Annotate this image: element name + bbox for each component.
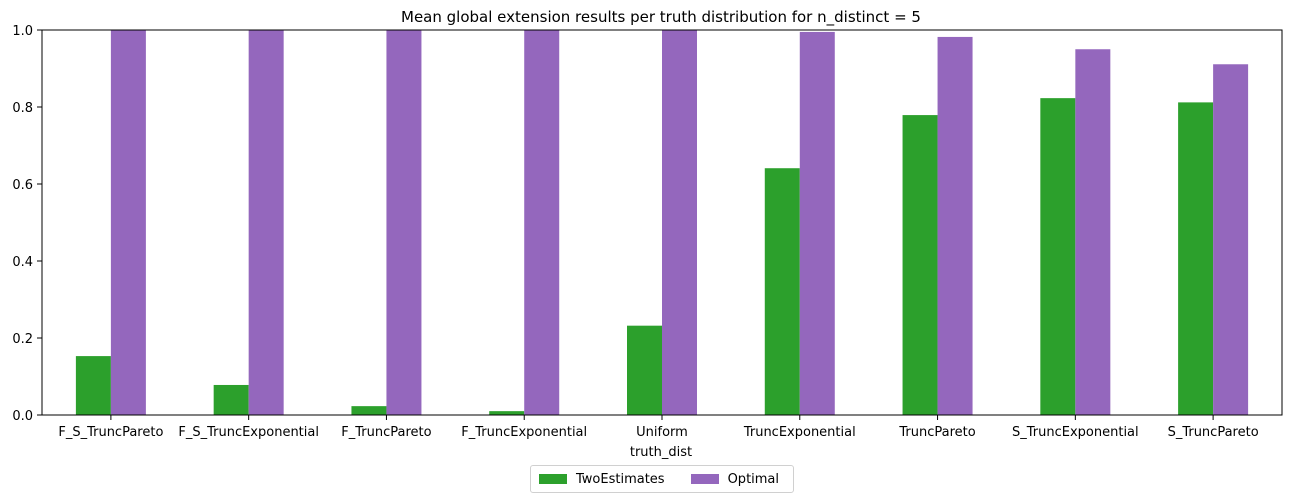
bar-optimal-1 (248, 30, 284, 415)
y-tick-label: 0.6 (12, 178, 33, 193)
x-tick-label: S_TruncPareto (1168, 425, 1259, 440)
bar-optimal-4 (662, 30, 697, 415)
bar-twoestimates-0 (75, 356, 111, 415)
y-tick-label: 0.0 (12, 409, 33, 424)
y-tick-label: 1.0 (12, 24, 33, 39)
bar-optimal-8 (1213, 64, 1249, 415)
x-tick-label: F_S_TruncPareto (58, 425, 163, 440)
bar-optimal-0 (110, 30, 146, 415)
bar-twoestimates-7 (1040, 98, 1076, 416)
y-tick-label: 0.8 (12, 101, 33, 116)
bar-optimal-2 (386, 30, 422, 415)
bar-optimal-6 (937, 36, 973, 416)
bar-twoestimates-5 (764, 168, 800, 415)
legend-label-optimal: Optimal (727, 471, 780, 487)
legend-item-optimal: Optimal (690, 471, 780, 487)
x-tick-label: Uniform (636, 425, 688, 440)
x-tick-label: S_TruncExponential (1012, 425, 1139, 440)
bar-twoestimates-6 (902, 115, 938, 416)
bar-optimal-7 (1075, 49, 1111, 415)
x-tick-label: TruncPareto (898, 425, 975, 440)
bar-optimal-5 (799, 31, 835, 416)
bar-twoestimates-4 (627, 325, 662, 415)
bar-twoestimates-8 (1178, 102, 1214, 415)
bar-twoestimates-1 (213, 384, 249, 415)
x-tick-label: F_TruncPareto (341, 425, 431, 440)
legend-swatch-twoestimates (539, 474, 567, 484)
bar-optimal-3 (524, 30, 560, 415)
legend: TwoEstimates Optimal (530, 465, 794, 493)
bars-group (75, 30, 1249, 416)
x-axis: F_S_TruncPareto F_S_TruncExponential F_Tru… (58, 415, 1259, 440)
x-tick-label: F_TruncExponential (461, 425, 587, 440)
legend-swatch-optimal (690, 474, 719, 484)
bar-twoestimates-2 (351, 406, 387, 415)
legend-label-twoestimates: TwoEstimates (576, 471, 665, 487)
chart-title: Mean global extension results per truth … (401, 8, 921, 27)
y-tick-label: 0.4 (12, 255, 33, 270)
bar-twoestimates-3 (489, 411, 525, 415)
legend-item-twoestimates: TwoEstimates (539, 472, 665, 487)
x-axis-label: truth_dist (630, 445, 692, 460)
x-tick-label: F_S_TruncExponential (178, 425, 319, 440)
y-axis: 0.0 0.2 0.4 0.6 0.8 1.0 (12, 24, 42, 424)
x-tick-label: TruncExponential (743, 425, 856, 440)
y-tick-label: 0.2 (12, 332, 33, 347)
